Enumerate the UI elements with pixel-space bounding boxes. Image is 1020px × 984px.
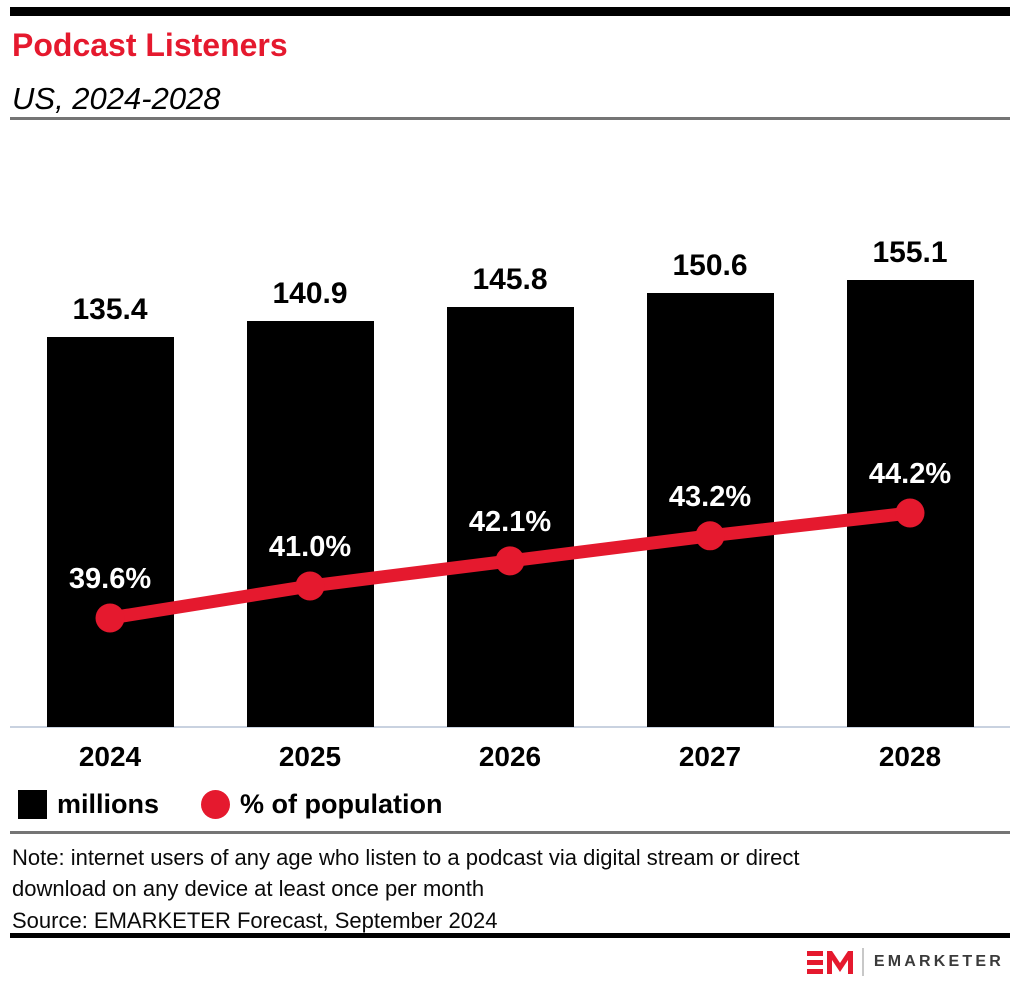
bar-series-square-swatch-icon xyxy=(18,790,47,819)
x-axis-label-2027: 2027 xyxy=(678,741,742,772)
pct-label-2026: 42.1% xyxy=(468,505,552,538)
pct-point-2027 xyxy=(695,521,725,551)
footer-brand: EMARKETER xyxy=(806,947,1004,977)
source-text: Source: EMARKETER Forecast, September 20… xyxy=(12,908,498,933)
footer-divider xyxy=(10,933,1010,938)
pct-point-2024 xyxy=(95,603,125,633)
x-axis-line xyxy=(10,726,1010,728)
pct-label-2028: 44.2% xyxy=(868,458,952,490)
x-axis-label-2028: 2028 xyxy=(878,741,942,772)
logo-divider xyxy=(861,948,864,976)
legend-label-percent-of-population: % of population xyxy=(240,789,443,819)
pct-label-2024: 39.6% xyxy=(68,563,152,595)
pct-point-2025 xyxy=(295,571,325,601)
legend-divider xyxy=(10,831,1010,834)
em-monogram-icon xyxy=(806,950,853,974)
legend-label-millions: millions xyxy=(57,789,160,819)
x-axis-label-2026: 2026 xyxy=(478,741,542,772)
bar-value-label-2027: 150.6 xyxy=(672,249,748,283)
header-divider xyxy=(10,117,1010,120)
line-series-circle-swatch-icon xyxy=(201,790,231,819)
pct-label-2027: 43.2% xyxy=(668,480,752,513)
top-accent-bar xyxy=(10,7,1010,16)
x-axis-label-2024: 2024 xyxy=(78,741,142,772)
bar-value-label-2024: 135.4 xyxy=(72,292,148,326)
pct-point-2026 xyxy=(495,546,525,576)
bar-value-label-2028: 155.1 xyxy=(872,236,948,270)
pct-point-2028 xyxy=(895,498,925,528)
bar-value-label-2025: 140.9 xyxy=(272,277,348,311)
bar-2027 xyxy=(646,293,774,727)
bar-2025 xyxy=(246,321,374,727)
chart-title: Podcast Listeners xyxy=(12,27,288,63)
x-axis-label-2025: 2025 xyxy=(278,741,342,772)
chart-subtitle: US, 2024-2028 xyxy=(12,81,221,116)
bar-value-label-2026: 145.8 xyxy=(472,262,548,296)
bar-2026 xyxy=(446,306,574,727)
bar-2024 xyxy=(46,336,174,727)
note-text: Note: internet users of any age who list… xyxy=(12,845,800,901)
legend: millions % of population xyxy=(18,789,443,819)
brand-name: EMARKETER xyxy=(873,953,1004,970)
pct-label-2025: 41.0% xyxy=(268,531,352,563)
